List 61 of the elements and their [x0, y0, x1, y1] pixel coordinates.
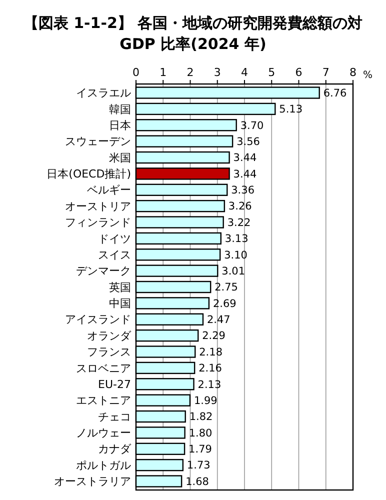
- data-label: 1.73: [186, 460, 210, 472]
- y-tick-label: オーストリア: [65, 200, 131, 213]
- x-tick-label: 2: [186, 66, 194, 79]
- y-tick-label: デンマーク: [76, 264, 131, 278]
- data-label: 3.26: [228, 200, 252, 213]
- data-label: 2.18: [199, 346, 223, 358]
- x-axis-title: %: [363, 70, 373, 81]
- y-tick-label: カナダ: [98, 442, 132, 456]
- y-tick-label: アイスランド: [65, 313, 131, 326]
- y-tick-label: 英国: [109, 280, 131, 294]
- data-label: 1.79: [188, 444, 212, 456]
- data-label: 3.10: [224, 249, 248, 262]
- x-tick-label: 0: [132, 66, 140, 79]
- y-tick-label: EU-27: [98, 378, 131, 391]
- y-tick-label: チェコ: [98, 410, 131, 424]
- y-tick-label: オランダ: [87, 329, 132, 342]
- y-tick-label: 韓国: [109, 102, 131, 116]
- data-label: 2.75: [214, 282, 238, 294]
- data-label: 3.44: [233, 152, 258, 164]
- y-tick-label: 日本: [109, 118, 131, 132]
- y-tick-label: 日本(OECD推計): [46, 168, 131, 181]
- y-tick-label: フランス: [87, 346, 131, 359]
- y-tick-label: オーストラリア: [54, 475, 131, 488]
- data-label: 3.36: [231, 184, 255, 197]
- y-tick-label: ドイツ: [98, 232, 131, 246]
- data-label: 1.82: [189, 411, 213, 424]
- y-tick-label: フィンランド: [65, 216, 131, 230]
- y-tick-label: ベルギー: [87, 184, 131, 197]
- data-label: 1.80: [188, 427, 212, 440]
- x-tick-label: 4: [241, 66, 248, 79]
- data-label: 2.47: [207, 314, 230, 326]
- data-label: 3.13: [224, 233, 248, 246]
- data-label: 3.56: [236, 136, 260, 148]
- y-tick-label: イスラエル: [76, 86, 131, 100]
- data-label: 3.22: [227, 216, 251, 229]
- x-tick-label: 5: [268, 66, 276, 79]
- y-tick-label: ポルトガル: [76, 458, 131, 472]
- y-tick-label: スイス: [98, 248, 131, 262]
- x-tick-label: 8: [350, 66, 356, 79]
- data-label: 3.01: [222, 265, 246, 278]
- x-tick-label: 6: [295, 66, 302, 79]
- y-tick-label: ノルウェー: [76, 426, 131, 440]
- y-tick-label: スウェーデン: [65, 135, 131, 148]
- data-label: 2.16: [198, 362, 222, 375]
- data-label: 3.70: [240, 120, 264, 132]
- data-label: 6.76: [323, 87, 348, 100]
- data-label: 2.29: [202, 330, 226, 342]
- data-label: 1.99: [194, 394, 218, 407]
- chart-title: 【図表 1-1-2】 各国・地域の研究開発費総額の対GDP 比率(2024 年): [23, 14, 363, 53]
- y-tick-label: スロベニア: [76, 362, 131, 375]
- data-label: 2.69: [212, 298, 236, 310]
- data-label: 5.13: [279, 104, 303, 116]
- y-tick-label: 中国: [109, 297, 131, 310]
- x-tick-label: 3: [214, 66, 221, 79]
- x-tick-label: 1: [160, 66, 167, 79]
- data-label: 3.44: [233, 168, 258, 180]
- y-tick-label: エストニア: [76, 394, 131, 408]
- data-label: 2.13: [198, 378, 222, 391]
- data-label: 1.68: [186, 476, 209, 488]
- x-tick-label: 7: [322, 66, 330, 79]
- y-tick-label: 米国: [109, 151, 131, 164]
